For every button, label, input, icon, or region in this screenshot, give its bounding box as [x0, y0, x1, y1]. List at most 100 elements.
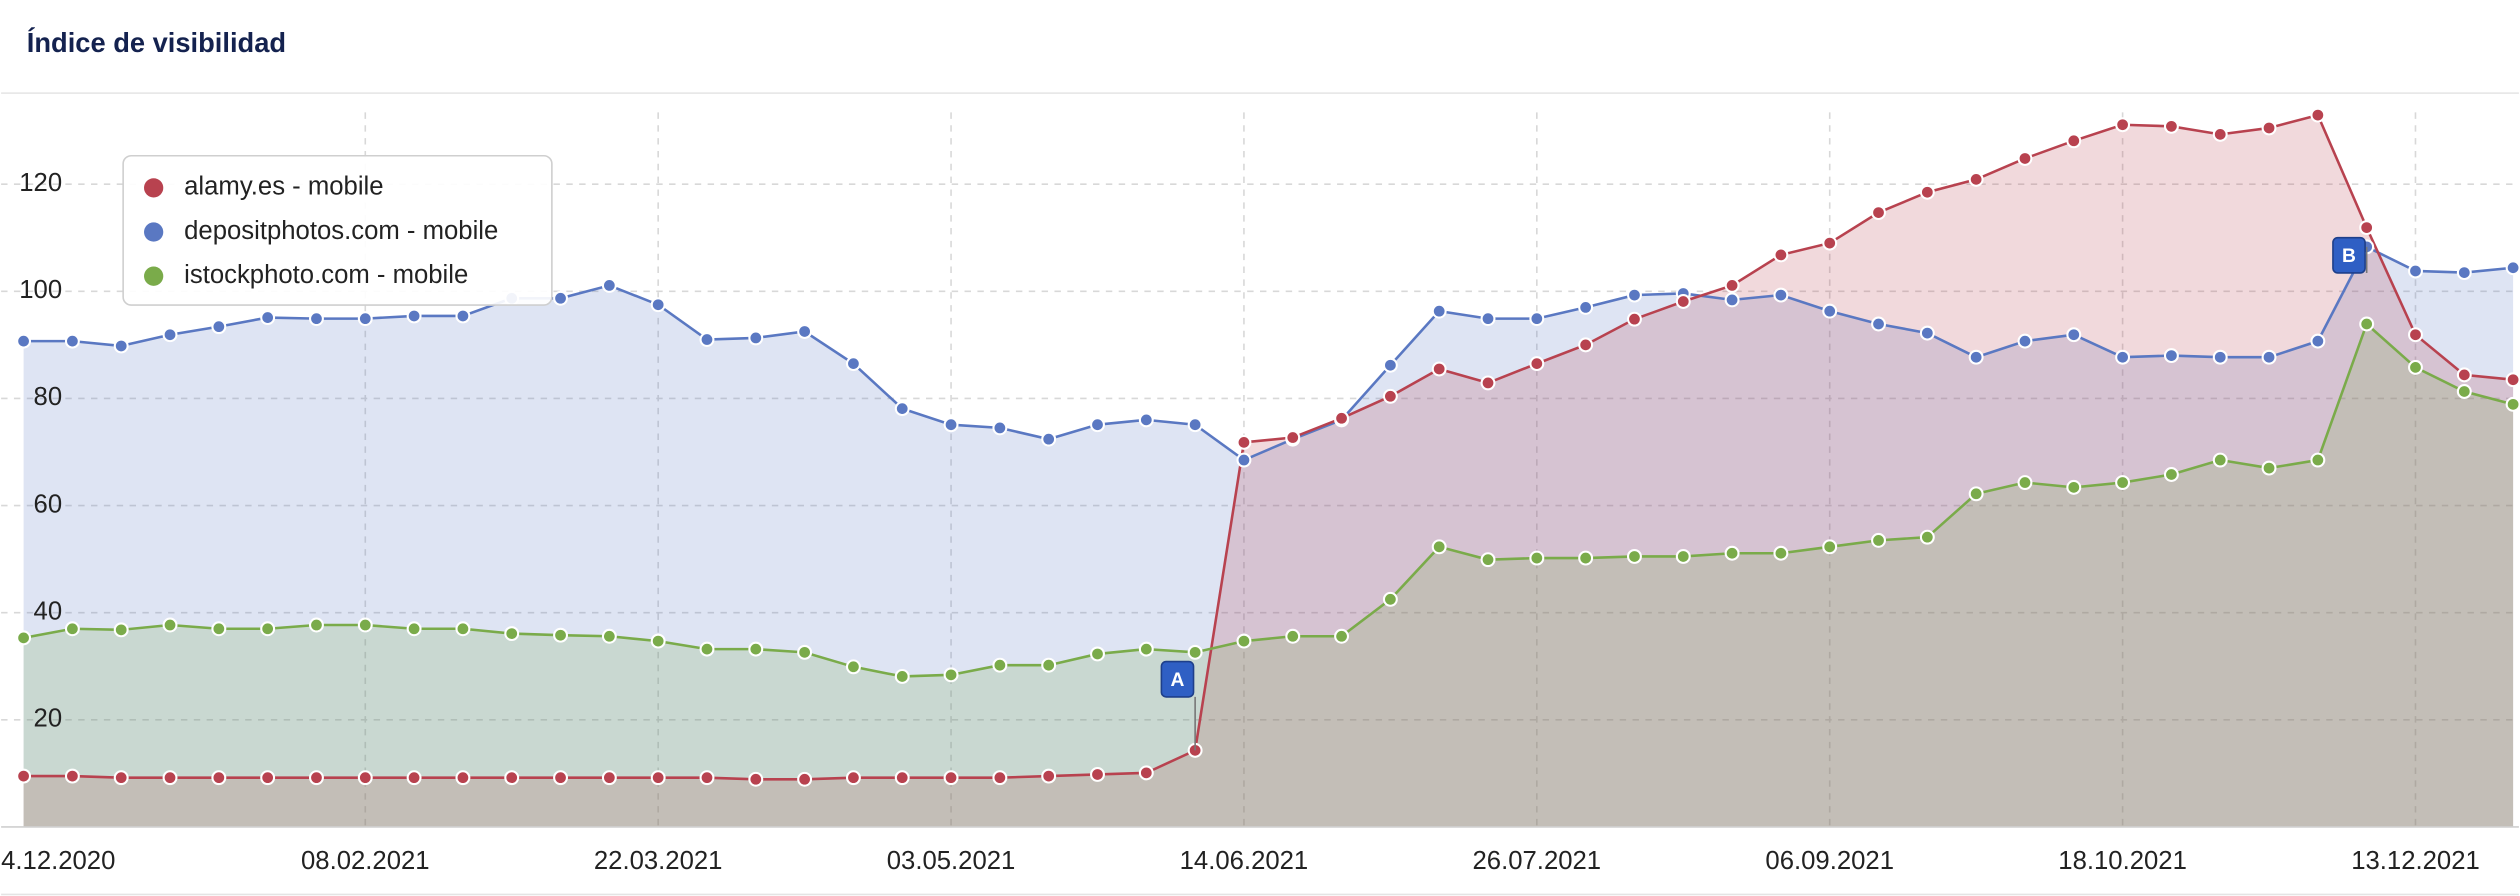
- data-point: [1529, 356, 1545, 372]
- series-area: [23, 246, 2514, 827]
- data-point: [1285, 628, 1301, 644]
- series-area: [23, 323, 2514, 827]
- data-point: [1480, 311, 1496, 327]
- data-point: [1626, 287, 1642, 303]
- data-point: [504, 626, 520, 642]
- data-point: [162, 770, 178, 786]
- y-tick-label: 20: [34, 705, 63, 733]
- x-tick-label: 22.03.2021: [594, 847, 723, 875]
- data-point: [260, 310, 276, 326]
- data-point: [553, 627, 569, 643]
- data-point: [211, 770, 227, 786]
- data-point: [260, 770, 276, 786]
- data-point: [2408, 327, 2423, 343]
- data-point: [2261, 349, 2277, 365]
- y-tick-label: 120: [19, 169, 62, 197]
- data-point: [309, 617, 324, 633]
- data-point: [1138, 765, 1154, 781]
- areas: [23, 115, 2514, 827]
- data-point: [1529, 550, 1545, 566]
- data-point: [1773, 545, 1789, 561]
- x-tick-label: 03.05.2021: [887, 847, 1016, 875]
- data-point: [1041, 431, 1057, 447]
- annotation-box: [1160, 660, 1195, 698]
- data-point: [2505, 372, 2520, 388]
- data-point: [1724, 545, 1740, 561]
- data-point: [1871, 532, 1886, 548]
- data-point: [1187, 417, 1203, 433]
- data-point: [1382, 388, 1398, 404]
- data-point: [1675, 548, 1691, 564]
- data-point: [797, 644, 813, 660]
- data-point: [1431, 303, 1447, 319]
- data-point: [2212, 349, 2228, 365]
- data-point: [309, 770, 324, 786]
- data-point: [650, 770, 666, 786]
- data-point: [357, 311, 373, 327]
- data-point: [845, 770, 861, 786]
- data-point: [1773, 247, 1789, 263]
- data-point: [894, 668, 910, 684]
- data-point: [1187, 644, 1203, 660]
- data-point: [406, 308, 422, 324]
- data-point: [943, 667, 959, 683]
- x-tick-label: 06.09.2021: [1765, 847, 1894, 875]
- data-point: [2017, 151, 2033, 166]
- y-tick-label: 100: [19, 276, 62, 304]
- data-point: [845, 659, 861, 675]
- data-point: [2310, 107, 2326, 123]
- data-point: [601, 277, 617, 293]
- data-point: [1090, 646, 1105, 662]
- data-point: [748, 771, 764, 787]
- data-point: [992, 770, 1008, 786]
- data-point: [2505, 260, 2520, 276]
- data-point: [1724, 292, 1740, 308]
- data-point: [1090, 766, 1105, 782]
- data-point: [797, 324, 813, 339]
- data-point: [1236, 452, 1252, 468]
- data-point: [1431, 539, 1447, 555]
- lines: [23, 113, 2514, 781]
- data-point: [406, 621, 422, 637]
- data-point: [650, 633, 666, 649]
- data-point: [1919, 529, 1935, 545]
- data-point: [455, 621, 471, 637]
- data-point: [2456, 367, 2472, 383]
- data-point: [16, 333, 32, 349]
- data-point: [1480, 552, 1496, 568]
- data-point: [2115, 117, 2131, 133]
- data-point: [1871, 316, 1886, 332]
- data-point: [2261, 120, 2277, 136]
- data-point: [2066, 327, 2082, 343]
- data-point: [113, 622, 129, 638]
- annotation-box: [2332, 236, 2366, 274]
- data-point: [2359, 316, 2375, 332]
- data-point: [2066, 479, 2082, 495]
- data-point: [894, 770, 910, 786]
- legend-marker: [144, 222, 164, 242]
- series-line: [23, 245, 2514, 462]
- legend-box: [122, 154, 553, 306]
- data-point: [2408, 359, 2423, 375]
- data-point: [2212, 452, 2228, 468]
- data-point: [2212, 126, 2228, 142]
- legend-marker: [144, 178, 164, 198]
- data-point: [455, 770, 471, 786]
- data-point: [1968, 349, 1984, 365]
- legend-label: istockphoto.com - mobile: [184, 261, 468, 289]
- annotations: AB: [1160, 236, 2368, 751]
- data-point: [1138, 412, 1154, 428]
- data-point: [845, 356, 861, 372]
- data-point: [1968, 171, 1984, 187]
- series-area: [23, 115, 2514, 827]
- data-point: [1822, 539, 1838, 555]
- data-point: [699, 332, 715, 347]
- grid: [1, 112, 2519, 827]
- x-tick-label: 26.07.2021: [1473, 847, 1602, 875]
- data-point: [162, 617, 178, 633]
- points: [16, 107, 2520, 787]
- data-point: [1041, 768, 1057, 784]
- data-point: [1334, 628, 1350, 644]
- data-point: [699, 770, 715, 786]
